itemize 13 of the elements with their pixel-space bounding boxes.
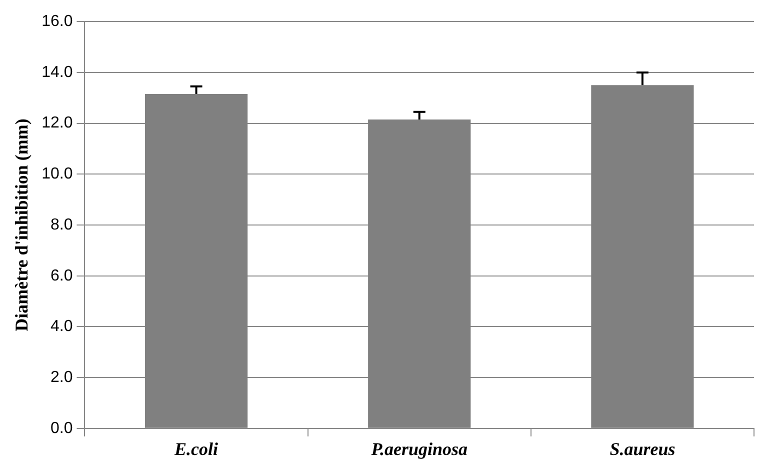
y-tick-label: 12.0 — [42, 114, 73, 132]
y-tick-label: 4.0 — [50, 318, 73, 336]
x-tick-label: S.aureus — [610, 438, 676, 459]
y-tick-label: 16.0 — [42, 13, 73, 30]
x-tick-label: E.coli — [174, 438, 218, 459]
y-tick-label: 0.0 — [50, 420, 73, 437]
y-tick-label: 2.0 — [50, 368, 73, 386]
y-tick-label: 6.0 — [50, 267, 73, 284]
y-axis-title: Diamètre d'inhibition (mm) — [11, 118, 32, 332]
y-tick-label: 8.0 — [50, 216, 73, 234]
y-tick-label: 10.0 — [42, 166, 73, 183]
x-tick-label: P.aeruginosa — [370, 438, 468, 459]
y-tick-label: 14.0 — [42, 64, 73, 81]
